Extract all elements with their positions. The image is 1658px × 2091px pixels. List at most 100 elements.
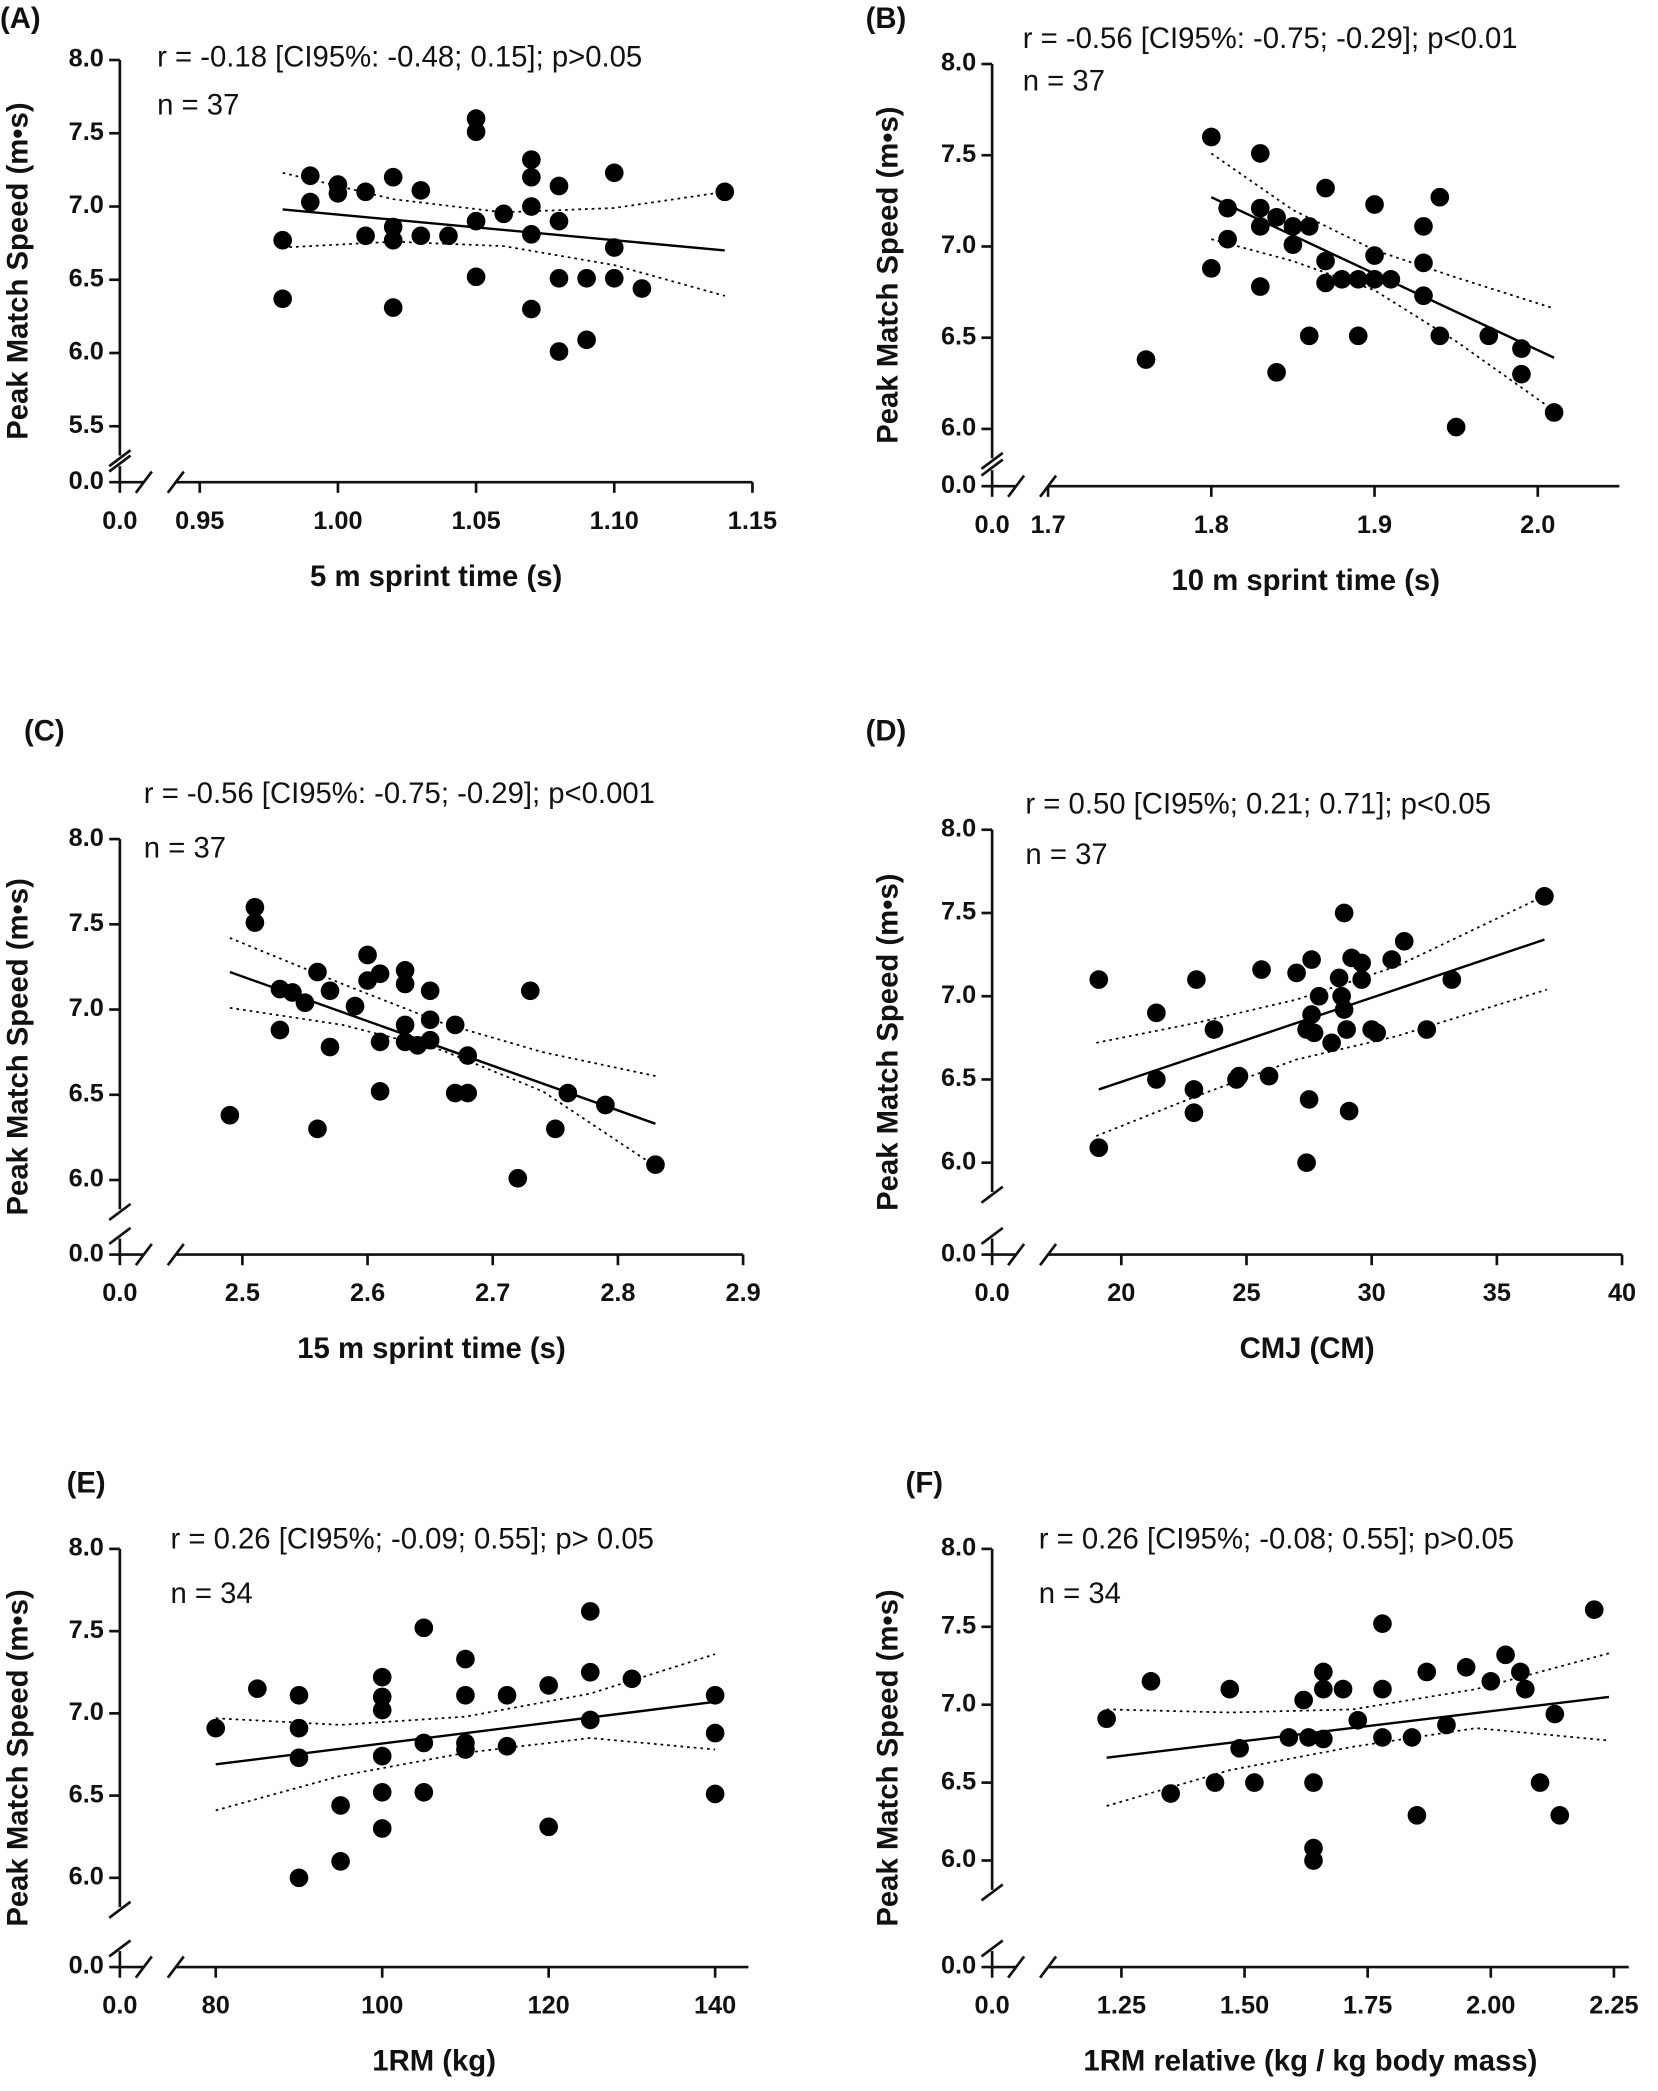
point: [1545, 1704, 1565, 1724]
point: [1442, 970, 1462, 989]
point: [395, 974, 415, 994]
x-axis-label: 15 m sprint time (s): [297, 1332, 565, 1365]
point: [289, 1868, 309, 1888]
point: [604, 238, 624, 257]
point: [558, 1083, 578, 1103]
point: [331, 1796, 350, 1815]
y-tick-label: 8.0: [941, 1534, 976, 1562]
point: [1334, 1000, 1354, 1019]
point: [522, 150, 541, 169]
point: [383, 217, 403, 237]
point: [395, 1015, 415, 1035]
x-tick-label: 25: [1232, 1279, 1260, 1307]
point: [705, 1685, 725, 1705]
axis-break: [108, 1202, 132, 1222]
n-label: n = 37: [144, 831, 226, 864]
y-tick-label: 0.0: [941, 1239, 976, 1267]
panel-label: (D): [866, 714, 907, 747]
n-label: n = 34: [1039, 1577, 1121, 1610]
annotation: r = -0.56 [CI95%: -0.75; -0.29]; p<0.01: [1023, 22, 1518, 55]
point: [1316, 178, 1335, 198]
x-tick-label: 0.0: [975, 511, 1010, 539]
ci-lower: [282, 240, 726, 297]
point: [466, 267, 486, 287]
axis-break: [980, 1883, 1004, 1902]
point: [1089, 970, 1109, 989]
y-tick-label: 0.0: [941, 471, 976, 499]
point: [1299, 326, 1319, 346]
y-tick-label: 6.0: [69, 338, 104, 366]
point: [1187, 970, 1206, 989]
point: [1294, 1690, 1313, 1710]
axis-break: [980, 458, 1004, 477]
point: [411, 181, 431, 200]
y-axis-label: Peak Match Speed (m•s): [871, 873, 904, 1210]
point: [1511, 1662, 1530, 1682]
n-label: n = 37: [157, 88, 239, 121]
point: [546, 1119, 565, 1139]
x-tick-label: 40: [1608, 1279, 1636, 1307]
point: [1437, 1715, 1456, 1735]
point: [1348, 1710, 1368, 1730]
point: [308, 1119, 327, 1139]
panel-label: (A): [0, 2, 41, 35]
point: [494, 204, 514, 224]
annotation: r = 0.26 [CI95%; -0.09; 0.55]; p> 0.05: [170, 1523, 653, 1556]
point: [1402, 1728, 1422, 1747]
y-tick-label: 8.0: [69, 1534, 104, 1562]
point: [1365, 246, 1384, 265]
point: [580, 1662, 600, 1682]
point: [445, 1015, 465, 1035]
point: [1250, 144, 1270, 163]
point: [1147, 1070, 1166, 1089]
point: [497, 1736, 517, 1756]
point: [622, 1669, 642, 1689]
y-tick-label: 6.5: [69, 264, 104, 292]
axis-break: [166, 470, 185, 494]
y-tick-label: 6.0: [941, 1845, 976, 1873]
y-tick-label: 7.0: [69, 994, 104, 1022]
point: [1141, 1672, 1161, 1691]
axis-break: [1039, 1955, 1058, 1979]
ci-lower: [229, 1006, 656, 1168]
point: [383, 298, 403, 317]
point: [1230, 1739, 1249, 1758]
point: [705, 1784, 725, 1804]
point: [1267, 207, 1286, 227]
x-tick-label: 0.95: [175, 507, 224, 535]
fit-line: [1098, 938, 1545, 1091]
point: [308, 962, 327, 982]
x-tick-label: 1.9: [1357, 511, 1392, 539]
point: [1097, 1709, 1116, 1729]
point: [1136, 350, 1156, 369]
n-label: n = 34: [170, 1577, 252, 1610]
point: [1414, 253, 1433, 273]
point: [1550, 1806, 1570, 1825]
point: [522, 197, 541, 216]
point: [1302, 950, 1321, 969]
point: [383, 230, 403, 250]
panel-label: (C): [24, 714, 65, 747]
point: [320, 1037, 340, 1057]
x-tick-label: 1.50: [1220, 1992, 1269, 2020]
point: [522, 167, 541, 187]
y-axis-label: Peak Match Speed (m•s): [2, 1589, 35, 1926]
point: [1283, 217, 1303, 236]
x-tick-label: 100: [361, 1992, 403, 2020]
x-tick-label: 140: [694, 1992, 736, 2020]
point: [245, 913, 265, 932]
y-axis-label: Peak Match Speed (m•s): [2, 102, 35, 439]
point: [1339, 1101, 1359, 1121]
point: [370, 964, 390, 984]
y-tick-label: 7.0: [941, 981, 976, 1009]
axis-break: [1007, 1243, 1026, 1267]
y-tick-label: 7.5: [69, 1616, 104, 1644]
point: [1252, 960, 1271, 979]
annotation: r = 0.50 [CI95%; 0.21; 0.71]; p<0.05: [1025, 788, 1491, 821]
point: [1515, 1679, 1535, 1699]
point: [456, 1649, 475, 1669]
y-tick-label: 7.5: [941, 898, 976, 926]
point: [1352, 970, 1371, 989]
y-tick-label: 6.5: [69, 1079, 104, 1107]
point: [1332, 269, 1352, 289]
